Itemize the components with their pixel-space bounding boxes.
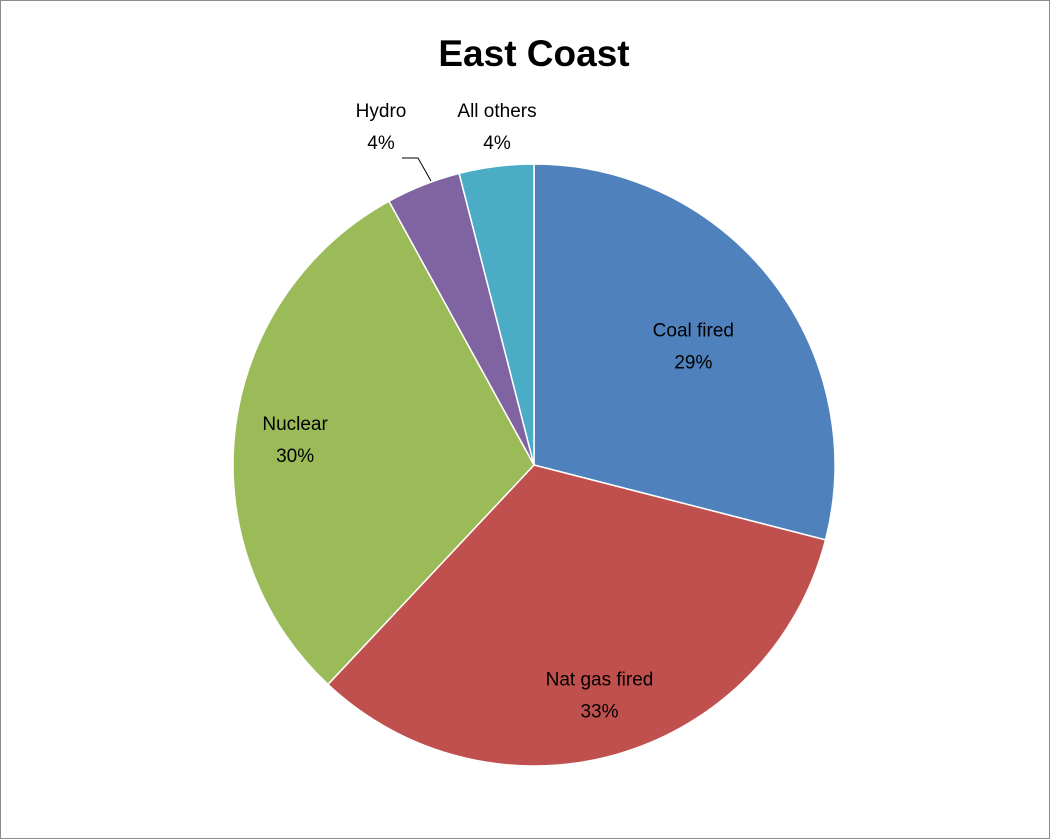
leader-line-hydro [402, 157, 432, 182]
data-label-name-all-others: All others [457, 101, 536, 122]
data-label-value-nat-gas-fired: 33% [580, 701, 618, 722]
data-label-value-nuclear: 30% [276, 446, 314, 467]
data-label-name-hydro: Hydro [356, 101, 407, 122]
chart-title: East Coast [438, 33, 630, 74]
data-label-name-nuclear: Nuclear [262, 414, 328, 435]
data-label-value-coal-fired: 29% [674, 352, 712, 373]
pie-slice-coal-fired [533, 163, 836, 541]
data-label-value-all-others: 4% [483, 133, 511, 154]
data-label-name-nat-gas-fired: Nat gas fired [546, 669, 654, 690]
pie-slice-nuclear [232, 200, 535, 686]
data-label-value-hydro: 4% [367, 133, 395, 154]
pie-slice-nat-gas-fired [326, 464, 827, 767]
data-label-name-coal-fired: Coal fired [653, 320, 734, 341]
pie-slice-all-others [458, 163, 535, 466]
